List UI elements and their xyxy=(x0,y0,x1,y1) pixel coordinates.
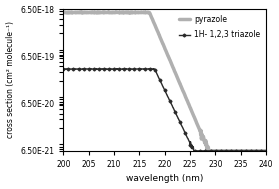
1H- 1,2,3 triazole xyxy=(264,150,268,152)
1H- 1,2,3 triazole xyxy=(82,68,85,70)
Legend: pyrazole, 1H- 1,2,3 triazole: pyrazole, 1H- 1,2,3 triazole xyxy=(176,13,262,42)
pyrazole xyxy=(115,11,118,13)
pyrazole xyxy=(205,150,209,152)
1H- 1,2,3 triazole xyxy=(62,68,65,70)
pyrazole xyxy=(191,113,194,115)
pyrazole xyxy=(62,11,65,14)
1H- 1,2,3 triazole xyxy=(185,135,188,138)
1H- 1,2,3 triazole xyxy=(191,148,194,150)
pyrazole xyxy=(216,150,219,152)
1H- 1,2,3 triazole xyxy=(216,150,219,152)
pyrazole xyxy=(74,12,77,14)
X-axis label: wavelength (nm): wavelength (nm) xyxy=(126,174,203,184)
1H- 1,2,3 triazole xyxy=(237,150,240,152)
pyrazole xyxy=(264,150,268,152)
Y-axis label: cross section (cm² molecule⁻¹): cross section (cm² molecule⁻¹) xyxy=(6,22,15,139)
pyrazole xyxy=(237,150,240,152)
pyrazole xyxy=(180,86,183,88)
Line: 1H- 1,2,3 triazole: 1H- 1,2,3 triazole xyxy=(62,68,267,152)
1H- 1,2,3 triazole xyxy=(74,68,77,70)
pyrazole xyxy=(185,98,188,101)
1H- 1,2,3 triazole xyxy=(192,150,196,152)
1H- 1,2,3 triazole xyxy=(180,124,183,126)
Line: pyrazole: pyrazole xyxy=(63,12,266,151)
